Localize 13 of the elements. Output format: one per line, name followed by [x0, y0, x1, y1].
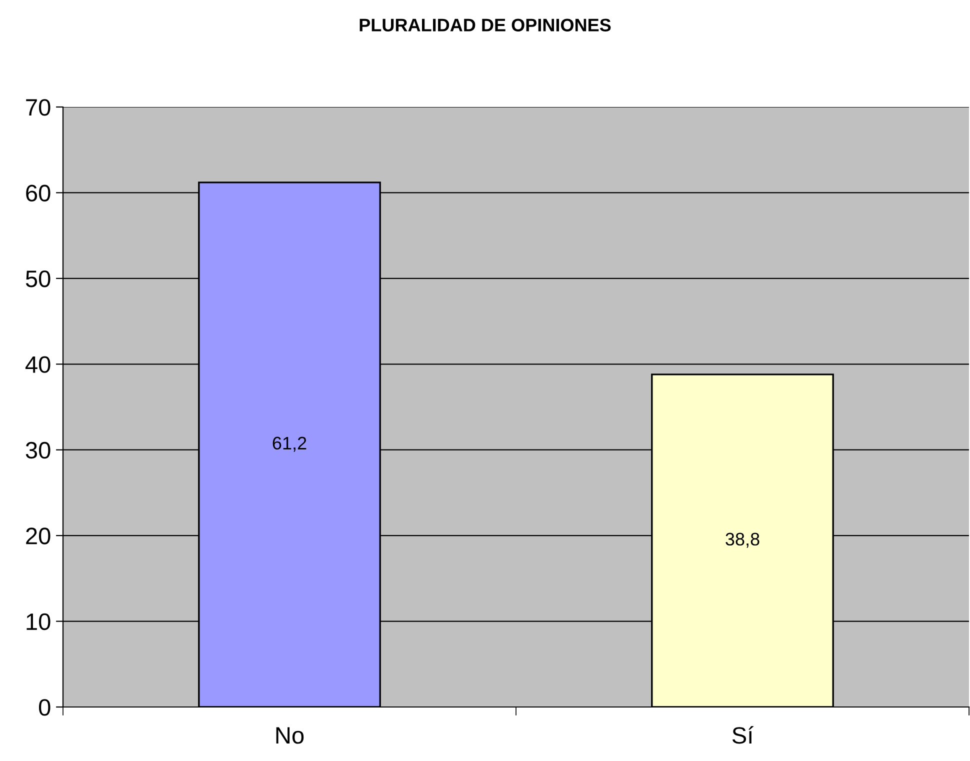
y-tick-label: 70: [26, 99, 50, 116]
x-tick-label: Sí: [732, 726, 754, 744]
y-tick-label: 10: [26, 613, 50, 630]
data-label: 38,8: [726, 532, 760, 548]
y-tick-label: 50: [26, 270, 50, 288]
data-label: 61,2: [272, 436, 306, 452]
chart-title: PLURALIDAD DE OPINIONES: [360, 18, 611, 32]
y-tick-label: 0: [38, 699, 50, 716]
y-tick-label: 60: [26, 184, 50, 202]
y-tick-label: 20: [26, 528, 50, 544]
x-tick-label: No: [276, 727, 304, 744]
y-tick-label: 30: [26, 442, 50, 459]
y-tick-label: 40: [25, 356, 50, 373]
